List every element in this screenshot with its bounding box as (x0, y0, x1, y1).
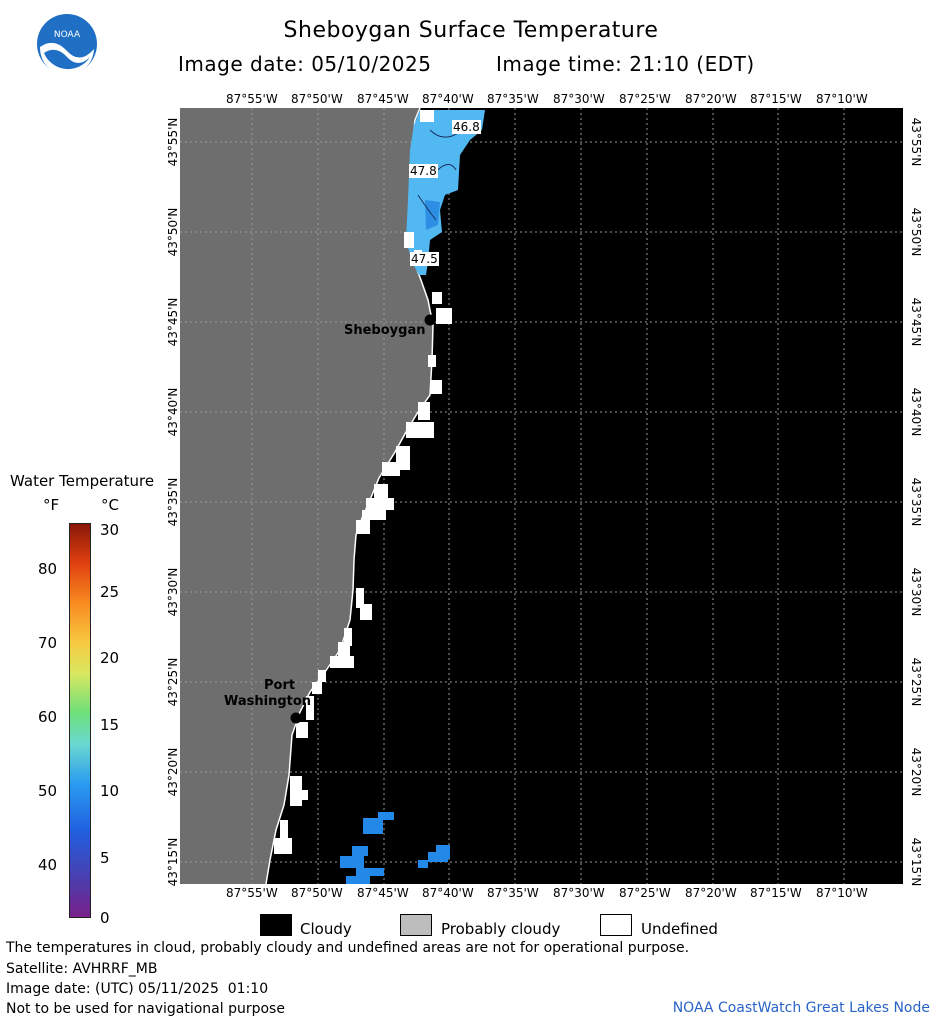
graticule (180, 108, 903, 884)
image-date: Image date: 05/10/2025 (178, 52, 432, 76)
legend-probably-cloudy-swatch (400, 914, 432, 936)
lon-label: 87°20'W (685, 92, 737, 106)
legend-undefined-label: Undefined (641, 920, 718, 938)
lon-label: 87°45'W (357, 92, 409, 106)
lon-label: 87°40'W (422, 92, 474, 106)
legend-cloudy-swatch (260, 914, 292, 936)
lat-label: 43°15'N (909, 837, 923, 887)
lon-label: 87°15'W (750, 92, 802, 106)
lat-label: 43°40'N (909, 387, 923, 437)
lon-label: 87°45'W (357, 886, 409, 900)
footer-credit: NOAA CoastWatch Great Lakes Node (672, 1000, 930, 1016)
lat-label: 43°55'N (166, 117, 180, 167)
f-tick: 80 (38, 560, 58, 578)
temp-label: 46.8 (452, 120, 481, 134)
lon-label: 87°55'W (226, 886, 278, 900)
lat-label: 43°50'N (166, 207, 180, 257)
c-tick: 15 (100, 716, 120, 734)
c-tick: 5 (100, 849, 110, 867)
lon-label: 87°30'W (553, 92, 605, 106)
scale-unit-c: °C (101, 496, 119, 514)
lat-label: 43°20'N (909, 747, 923, 797)
lon-label: 87°10'W (816, 886, 868, 900)
temp-label: 47.8 (409, 164, 438, 178)
c-tick: 20 (100, 649, 120, 667)
legend-probably-cloudy-label: Probably cloudy (441, 920, 561, 938)
lon-label: 87°40'W (422, 886, 474, 900)
place-sheboygan: Sheboygan (344, 323, 426, 338)
lon-label: 87°35'W (487, 886, 539, 900)
temp-label: 47.5 (410, 252, 439, 266)
lat-label: 43°45'N (909, 297, 923, 347)
lat-label: 43°15'N (166, 837, 180, 887)
noaa-logo-text: NOAA (54, 30, 81, 40)
lat-label: 43°25'N (909, 657, 923, 707)
legend-cloudy-label: Cloudy (300, 920, 352, 938)
lon-label: 87°25'W (619, 886, 671, 900)
lat-label: 43°55'N (909, 117, 923, 167)
color-scale-bar (69, 523, 91, 918)
lon-label: 87°15'W (750, 886, 802, 900)
lon-label: 87°50'W (291, 886, 343, 900)
sst-water-area (406, 110, 485, 275)
lat-label: 43°50'N (909, 207, 923, 257)
legend-undefined-swatch (600, 914, 632, 936)
lat-label: 43°20'N (166, 747, 180, 797)
sst-offshore-patches (340, 812, 450, 884)
lon-label: 87°30'W (553, 886, 605, 900)
f-tick: 50 (38, 782, 58, 800)
undefined-areas (274, 110, 452, 854)
page-title: Sheboygan Surface Temperature (283, 18, 659, 43)
lon-label: 87°25'W (619, 92, 671, 106)
c-tick: 10 (100, 782, 120, 800)
footer-disclaimer: The temperatures in cloud, probably clou… (6, 940, 690, 956)
footer-utc-date: Image date: (UTC) 05/11/2025 01:10 (6, 981, 269, 997)
f-tick: 40 (38, 856, 58, 874)
scale-title: Water Temperature (10, 472, 155, 490)
place-port-line1: Port (264, 678, 296, 693)
c-tick: 30 (100, 521, 120, 539)
lon-label: 87°10'W (816, 92, 868, 106)
f-tick: 60 (38, 708, 58, 726)
c-tick: 25 (100, 583, 120, 601)
lat-label: 43°35'N (166, 477, 180, 527)
c-tick: 0 (100, 909, 110, 927)
lat-label: 43°45'N (166, 297, 180, 347)
lat-label: 43°30'N (166, 567, 180, 617)
scale-unit-f: °F (43, 496, 60, 514)
footer-satellite: Satellite: AVHRRF_MB (6, 961, 158, 977)
lat-label: 43°25'N (166, 657, 180, 707)
lat-label: 43°40'N (166, 387, 180, 437)
lon-label: 87°50'W (291, 92, 343, 106)
lat-label: 43°30'N (909, 567, 923, 617)
lon-label: 87°20'W (685, 886, 737, 900)
lon-label: 87°55'W (226, 92, 278, 106)
sst-map (180, 108, 903, 884)
f-tick: 70 (38, 634, 58, 652)
land-area (180, 108, 433, 884)
lat-label: 43°35'N (909, 477, 923, 527)
image-time: Image time: 21:10 (EDT) (496, 52, 755, 76)
sheboygan-marker (424, 314, 436, 326)
noaa-logo: NOAA (36, 13, 98, 76)
port-washington-marker (290, 712, 302, 724)
lon-label: 87°35'W (487, 92, 539, 106)
place-port-line2: Washington (224, 694, 312, 709)
footer-navigation: Not to be used for navigational purpose (6, 1001, 285, 1017)
